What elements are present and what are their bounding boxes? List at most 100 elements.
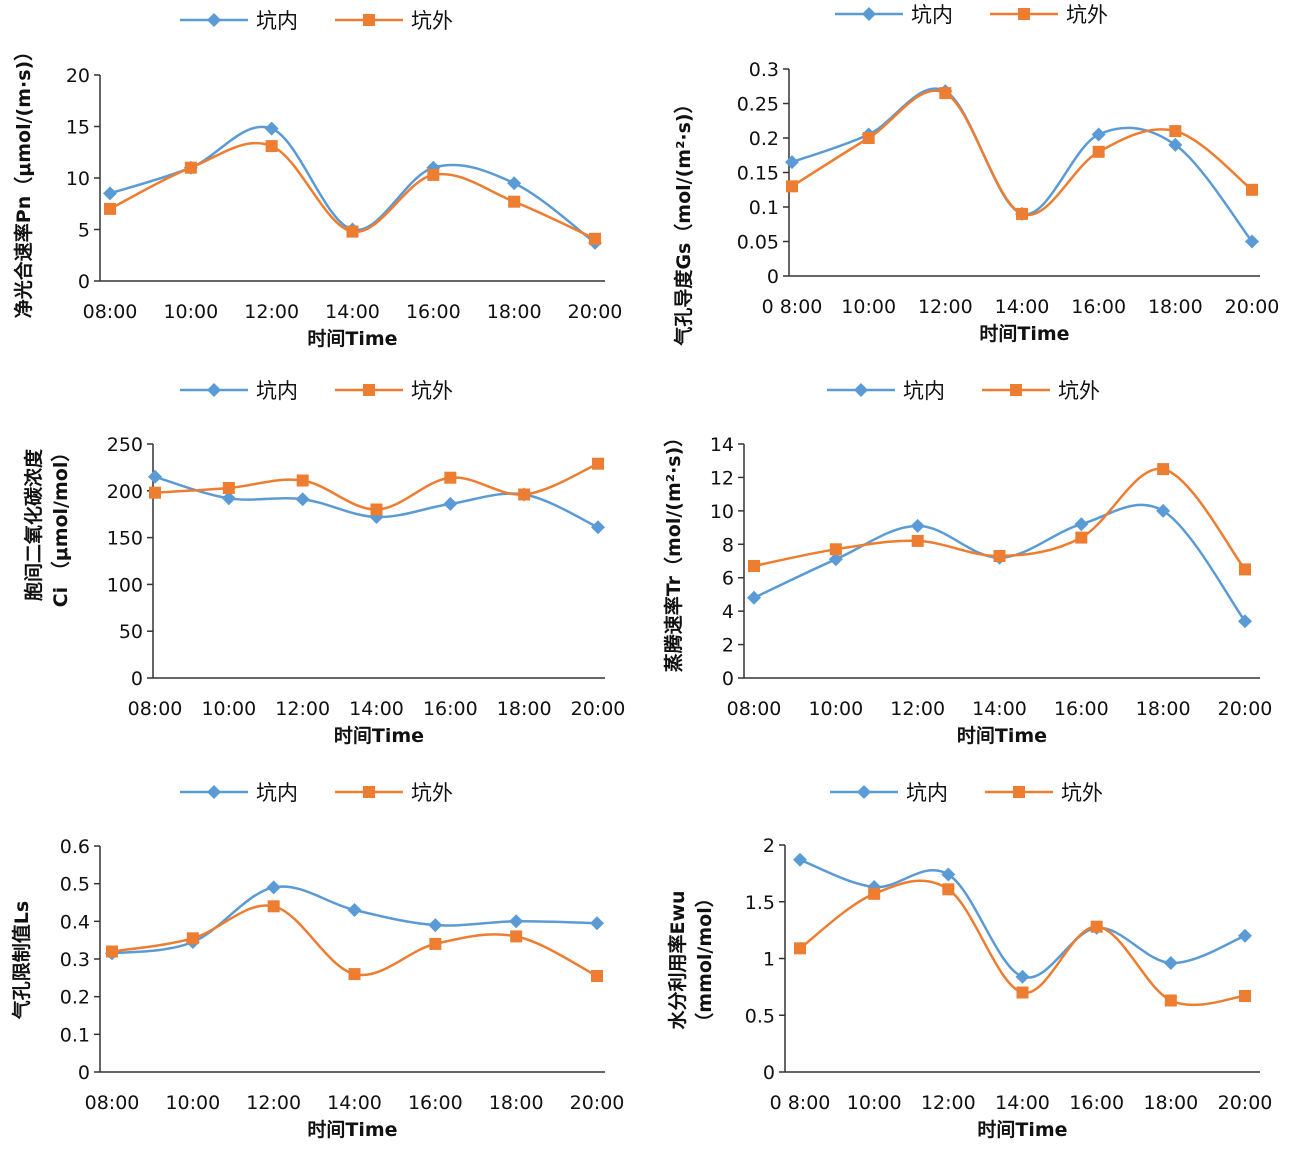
y-axis-title-line2: Ci （μmol/mol）: [49, 443, 72, 608]
x-axis-title: 时间Time: [307, 1119, 397, 1141]
x-tick-label: 18:00: [1143, 1092, 1198, 1114]
legend-item-inside: 坑内: [180, 781, 298, 805]
x-tick-label: 20:00: [1218, 1092, 1273, 1114]
legend-marker: [857, 785, 871, 799]
series-line-inside: [799, 858, 1246, 979]
x-tick-label: 12:00: [244, 301, 299, 323]
data-point-inside: [793, 852, 807, 867]
y-tick-label: 20: [66, 65, 90, 87]
legend-label: 坑内: [906, 781, 948, 805]
x-tick-label: 18:00: [489, 1092, 544, 1114]
data-point-outside: [1157, 463, 1170, 476]
y-tick-label: 0.05: [737, 232, 779, 254]
x-tick-label: 12:00: [890, 698, 945, 720]
x-tick-label: 16:00: [408, 1092, 463, 1114]
x-tick-label: 08:00: [83, 301, 138, 323]
legend-marker: [862, 7, 876, 21]
legend-marker: [207, 383, 221, 397]
y-axis-title: 水分利用率Ewu: [666, 890, 689, 1029]
y-tick-label: 2: [763, 835, 775, 857]
data-point-inside: [590, 916, 604, 931]
chart-panel-3: 0 50 100 150 200 250 08:00 10:00 12:00 14:00 16:00…: [22, 379, 625, 747]
legend-marker: [363, 786, 375, 798]
data-point-outside: [1075, 531, 1088, 544]
data-point-outside: [942, 883, 955, 896]
data-point-outside: [222, 482, 235, 494]
data-point-inside: [941, 867, 956, 882]
x-tick-label: 0 8:00: [770, 1092, 831, 1114]
data-point-outside: [748, 560, 760, 572]
legend-item-outside: 坑外: [335, 781, 453, 805]
data-point-inside: [266, 880, 281, 895]
data-point-outside: [1016, 986, 1029, 999]
data-point-outside: [296, 474, 309, 487]
data-point-outside: [149, 486, 161, 499]
y-tick-label: 0.1: [749, 197, 779, 219]
data-point-inside: [148, 469, 162, 484]
data-point-outside: [1239, 990, 1251, 1002]
data-point-outside: [510, 930, 523, 943]
y-tick-label: 200: [107, 481, 143, 503]
data-point-outside: [348, 968, 361, 981]
x-tick-label: 16:00: [1054, 698, 1109, 720]
legend-marker: [1018, 8, 1030, 20]
data-point-outside: [794, 942, 806, 955]
data-point-outside: [427, 168, 440, 181]
data-point-outside: [508, 195, 521, 208]
y-tick-label: 0.2: [60, 987, 90, 1009]
data-point-outside: [829, 543, 842, 556]
data-point-inside: [347, 903, 362, 917]
x-tick-label: 14:00: [972, 698, 1027, 720]
data-point-inside: [910, 518, 925, 533]
legend-item-outside: 坑外: [335, 379, 453, 403]
y-tick-label: 5: [78, 220, 90, 242]
data-point-outside: [518, 488, 531, 501]
data-point-outside: [184, 161, 197, 174]
y-tick-label: 0.5: [745, 1005, 775, 1027]
data-point-inside: [428, 918, 443, 933]
x-tick-label: 18:00: [487, 301, 542, 323]
y-tick-label: 6: [722, 568, 734, 590]
data-point-outside: [370, 503, 383, 516]
y-tick-label: 0.3: [749, 59, 779, 81]
x-tick-label: 18:00: [497, 698, 552, 720]
data-point-outside: [786, 180, 798, 193]
legend-label: 坑外: [1058, 379, 1100, 403]
y-tick-label: 1.5: [745, 892, 775, 914]
x-tick-label: 08:00: [727, 698, 782, 720]
chart-panel-5: 0 0.1 0.2 0.3 0.4 0.5 0.6 08:00 10:00 12:00 14:00 1…: [10, 781, 624, 1141]
x-tick-label: 20:00: [571, 698, 626, 720]
legend-marker: [854, 383, 868, 397]
x-tick-label: 16:00: [423, 698, 478, 720]
data-point-inside: [295, 492, 310, 507]
data-point-outside: [346, 225, 359, 238]
legend-label: 坑外: [1061, 781, 1103, 805]
legend-item-outside: 坑外: [985, 781, 1103, 805]
x-tick-label: 12:00: [275, 698, 330, 720]
y-tick-label: 0.4: [60, 911, 90, 933]
y-axis-title: 净光合速率Pn（μmol/(m·s)）: [12, 42, 35, 318]
y-tick-label: 0.6: [60, 836, 90, 858]
data-point-inside: [1163, 956, 1178, 970]
x-axis-title: 时间Time: [957, 725, 1047, 747]
y-tick-label: 0.25: [737, 94, 779, 116]
data-point-outside: [1090, 920, 1103, 933]
legend-label: 坑内: [903, 379, 945, 403]
data-point-outside: [911, 534, 924, 547]
x-tick-label: 14:00: [995, 296, 1050, 318]
y-axis-title: 胞间二氧化碳浓度: [22, 448, 45, 601]
data-point-outside: [993, 550, 1006, 562]
data-point-outside: [265, 140, 278, 153]
y-tick-label: 100: [107, 574, 143, 596]
x-tick-label: 0 8:00: [762, 296, 823, 318]
y-tick-label: 0: [767, 266, 779, 288]
legend-item-inside: 坑内: [830, 781, 948, 805]
y-tick-label: 1: [763, 949, 775, 971]
y-tick-label: 10: [66, 168, 90, 190]
data-point-inside: [828, 552, 843, 567]
y-tick-label: 14: [710, 434, 734, 456]
y-tick-label: 0.3: [60, 949, 90, 971]
x-axis-title: 时间Time: [307, 328, 397, 350]
x-tick-label: 20:00: [570, 1092, 625, 1114]
